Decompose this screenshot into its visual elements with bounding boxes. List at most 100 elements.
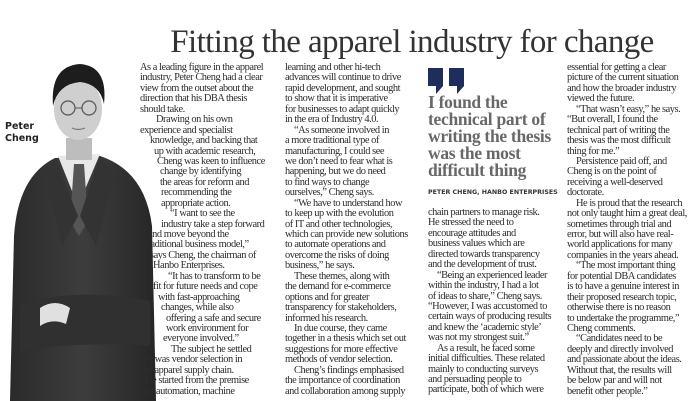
text-line: offering a safe and secure [166,312,261,324]
text-line: He started from the premise [145,375,249,387]
text-line: on was vendor selection in [143,354,243,366]
text-line: chain partners to manage risk. [428,207,540,218]
text-line: happening, but we do need [285,166,386,178]
text-line: of ideas to share,” Cheng says. [428,290,542,302]
text-line: viewed the future. [567,93,635,105]
text-line: directed towards transparency [428,248,540,260]
text-line: of IT and other technologies, [285,218,393,230]
text-line: “We have to understand how [294,197,403,209]
pull-quote-line: technical part of [428,109,546,129]
text-line: work environment for [166,322,249,334]
text-line: business,” he says. [285,260,355,272]
text-line: to find ways to change [285,176,370,188]
text-line: participate, both of which were [428,384,544,396]
text-line: As a leading figure in the apparel [140,62,264,73]
text-line: ourselves,” Cheng says. [285,187,374,199]
text-line: knowledge, and backing that [150,135,258,147]
text-line: a more traditional type of [285,135,379,147]
text-line: “It has to transform to be [168,270,261,282]
text-line: the demand for e-commerce [285,281,391,293]
text-line: receiving a well-deserved [567,176,663,188]
text-line: the importance of coordination [285,375,400,387]
text-line: manufacturing, I could see [285,145,385,157]
text-line: direction that his DBA thesis [140,93,248,105]
text-line: “However, I was accustomed to [428,300,547,312]
text-line: “But overall, I found the [567,114,658,126]
text-line: to undertake the programme,” [567,312,680,324]
text-line: recommending the [161,187,232,199]
text-line: everyone involved.” [163,333,239,345]
text-line: and collaboration among supply [285,385,406,397]
article-column-3: chain partners to manage risk. He stresse… [428,207,563,396]
text-line: view from the outset about the [140,82,254,94]
text-line: Persistence paid off, and [576,155,667,167]
text-line: thing for me.” [567,145,620,157]
text-line: appropriate action. [161,197,231,209]
portrait-photo [10,64,156,401]
text-line: “Being an experienced leader [437,269,547,281]
pull-quote-line: was the most [428,143,521,163]
text-line: transparency for stakeholders, [285,302,397,314]
text-line: within the industry, I had a lot [428,280,539,292]
text-line: and move beyond the [148,229,229,240]
text-line: Hanbo Enterprises. [153,260,225,272]
text-line: says Cheng, the chairman of [150,249,256,261]
pull-quote: I found the technical part of writing the … [428,93,551,179]
text-line: and passionate about the ideas. [567,354,682,366]
text-line: and knew the ‘academic style’ [428,321,542,333]
text-line: He is proud that the research [576,197,683,209]
text-line: to show that it is imperative [285,93,388,105]
text-line: be below par and will not [567,375,662,387]
text-line: change by identifying [160,166,242,178]
text-line: picture of the current situation [567,72,679,84]
article-column-4: essential for getting a clear picture of … [567,62,697,397]
text-line: As a result, he faced some [437,342,535,354]
text-line: the apparel supply chain. [141,364,234,376]
text-line: that automation, machine [140,385,235,397]
text-line: rapid development, and sought [285,82,401,94]
text-line: changes, while also [161,302,234,314]
text-line: to keep up with the evolution [285,208,394,220]
text-line: Cheng comments. [567,322,636,334]
text-line: technical part of writing the [567,124,670,136]
text-line: learning and other hi-tech [285,62,381,73]
text-line: which can provide new solutions [285,229,408,240]
caption-line: Peter [5,121,35,132]
text-line: “The most important thing [576,260,676,272]
text-line: “As someone involved in [294,124,389,136]
text-line: traditional business model,” [145,239,249,251]
quote-mark-icon [428,68,464,94]
text-line: initial difficulties. These related [428,353,545,365]
text-line: essential for getting a clear [567,62,666,73]
text-line: we don’t need to fear what is [285,155,393,167]
text-line: together in a thesis which set out [285,333,406,345]
text-line: methods of vendor selection. [285,354,393,366]
text-line: He stressed the need to [428,217,514,229]
text-line: encourage attitudes and [428,227,516,239]
text-line: was not my strongest suit.” [428,332,529,344]
text-line: Without that, the results will [567,364,672,376]
text-line: not only taught him a great deal, [567,208,687,220]
text-line: business values which are [428,238,525,250]
text-line: and the development of trust. [428,259,537,271]
text-line: overcome the risks of doing [285,249,389,261]
text-line: sometimes through trial and [567,218,672,230]
text-line: is to have a genuine interest in [567,281,679,293]
text-line: experience and specialist [140,124,233,136]
text-line: Cheng’s findings emphasised [294,364,404,376]
text-line: These themes, along with [294,270,390,282]
text-line: certain ways of producing results [428,311,552,323]
text-line: otherwise there is no reason [567,302,671,314]
text-line: industry, Peter Cheng had a clear [140,72,263,84]
article-column-2: learning and other hi-tech advances will … [285,62,420,397]
text-line: up with academic research, [154,145,256,157]
text-line: Drawing on his own [156,114,233,126]
text-line: mainly to conducting surveys [428,363,539,375]
text-line: in the era of Industry 4.0. [285,114,379,126]
text-line: with fast-approaching [158,291,240,303]
text-line: should take. [140,103,185,115]
text-line: for businesses to adapt quickly [285,103,400,115]
text-line: and persuading people to [428,374,522,385]
photo-caption: Peter Cheng [5,121,39,145]
text-line: and how the broader industry [567,82,677,94]
